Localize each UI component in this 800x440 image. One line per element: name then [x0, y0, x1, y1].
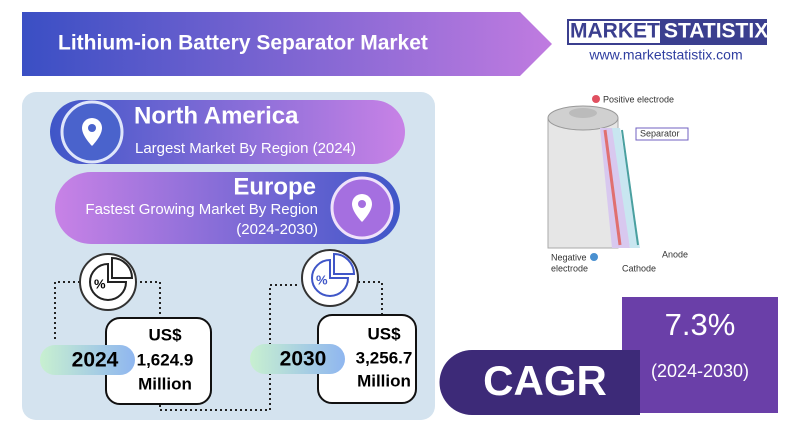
year-pill — [40, 345, 135, 375]
connector — [54, 281, 300, 411]
pie-icon-slice — [333, 252, 356, 275]
region-caption: Fastest Growing Market By Region — [85, 201, 318, 218]
pie-icon-slice — [89, 262, 128, 301]
cagr-label: CAGR — [483, 357, 607, 404]
region-pill — [55, 172, 400, 244]
region-caption: (2024-2030) — [236, 221, 318, 238]
brand-market: MARKET — [570, 20, 660, 43]
diagram-label: Cathode — [622, 263, 656, 273]
year: 2024 — [72, 349, 119, 372]
pin-dot — [88, 124, 96, 132]
plus-icon — [592, 95, 600, 103]
cagr-box — [622, 297, 778, 413]
diagram-label: electrode — [551, 263, 588, 273]
pie-icon-slice — [311, 258, 350, 297]
title: Lithium-ion Battery Separator Market — [58, 32, 428, 55]
percent-symbol: % — [316, 272, 328, 287]
diagram-label: Positive electrode — [603, 94, 674, 104]
battery-diagram: Positive electrode Separator Negative el… — [547, 94, 689, 273]
terminal — [569, 108, 597, 118]
connector — [358, 281, 383, 315]
website: www.marketstatistix.com — [588, 47, 742, 63]
pie-icon-slice — [111, 256, 134, 279]
diagram-label: Anode — [662, 249, 688, 259]
minus-icon — [590, 253, 598, 261]
diagram-label: Negative — [551, 252, 587, 262]
layer — [603, 129, 622, 246]
unit: Million — [357, 371, 411, 390]
layer — [621, 129, 639, 246]
currency: US$ — [367, 324, 401, 343]
brand-statistix: STATISTIX — [664, 20, 768, 43]
pin-dot — [358, 200, 366, 208]
title-banner — [22, 12, 552, 76]
cagr-period: (2024-2030) — [651, 361, 749, 381]
region-pill — [50, 100, 405, 164]
cagr-pill — [439, 350, 640, 415]
unit: Million — [138, 374, 192, 393]
brand-bg — [660, 20, 766, 44]
currency: US$ — [148, 325, 182, 344]
region-caption: Largest Market By Region (2024) — [135, 140, 356, 157]
cagr-value: 7.3% — [665, 307, 736, 342]
year: 2030 — [280, 348, 327, 371]
label-box — [635, 127, 689, 141]
layer — [612, 128, 640, 248]
amount: 3,256.7 — [356, 348, 413, 367]
percent-symbol: % — [94, 276, 106, 291]
region-name: Europe — [233, 173, 316, 200]
diagram-label: Separator — [640, 128, 680, 138]
amount: 1,624.9 — [137, 350, 194, 369]
year-pill — [250, 344, 345, 374]
region-name: North America — [134, 102, 299, 129]
